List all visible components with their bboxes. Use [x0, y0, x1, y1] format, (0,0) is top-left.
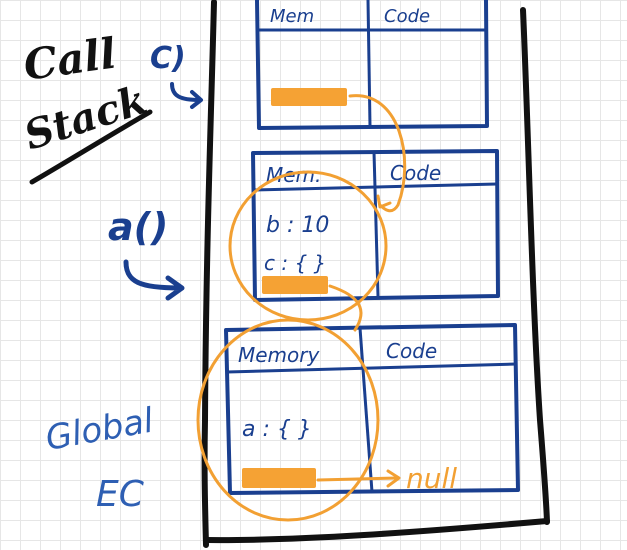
call-stack-underline	[29, 109, 153, 185]
call-stack-label-line2: Stack	[19, 76, 153, 159]
scope-arrow-c-to-a-head	[376, 194, 392, 209]
null-label: null	[406, 462, 457, 495]
c-call-arrow	[170, 82, 203, 109]
stack-right-wall	[520, 7, 550, 525]
ec-c-code-header: Code	[384, 6, 430, 27]
c-call-label: C)	[150, 41, 186, 76]
a-call-label: a()	[108, 205, 168, 249]
stack-left-wall	[201, 0, 217, 548]
global-ec-label: Global EC	[43, 401, 157, 515]
scope-arrow-a-to-global	[328, 284, 363, 332]
ec-a-orange-marker	[262, 276, 328, 294]
scope-arrow-c-to-a	[348, 94, 407, 213]
a-call-arrow	[123, 259, 185, 301]
global-label-line1: Global	[43, 401, 157, 459]
call-stack-label: Call Stack C)	[19, 28, 203, 185]
arrow-global-to-null	[316, 476, 400, 482]
ec-global-border	[224, 323, 520, 495]
a-call-label-group: a()	[108, 205, 185, 301]
ec-global-memory-header: Memory	[238, 343, 321, 367]
execution-context-c: Mem Code	[255, 0, 489, 130]
circle-global-memory	[196, 318, 380, 522]
ec-a-entry-c: c : { }	[264, 251, 326, 275]
ec-a-entry-b: b : 10	[266, 213, 329, 238]
ec-c-orange-marker	[271, 88, 347, 106]
execution-context-global: Memory Code a : { }	[224, 323, 520, 495]
stack-bottom	[203, 518, 550, 544]
scope-chain-annotations: null	[196, 94, 457, 522]
ec-global-header-divider	[226, 362, 517, 374]
ec-global-entry-a: a : { }	[242, 417, 312, 442]
ec-a-column-divider	[372, 151, 380, 297]
arrow-global-to-null-head	[386, 469, 401, 488]
ec-a-code-header: Code	[390, 161, 441, 185]
ec-a-memory-header: Mem.	[266, 163, 321, 187]
call-stack-container	[201, 0, 550, 548]
ec-c-column-divider	[366, 0, 372, 127]
call-stack-label-line1: Call	[21, 28, 119, 89]
ec-global-code-header: Code	[386, 339, 437, 363]
ec-a-border	[251, 149, 500, 302]
execution-context-a: Mem. Code b : 10 c : { }	[251, 149, 500, 302]
global-label-line2: EC	[96, 474, 145, 515]
ec-c-border	[255, 0, 489, 130]
ec-global-orange-marker	[242, 468, 316, 488]
ec-c-memory-header: Mem	[270, 6, 314, 27]
circle-a-memory	[228, 170, 388, 322]
